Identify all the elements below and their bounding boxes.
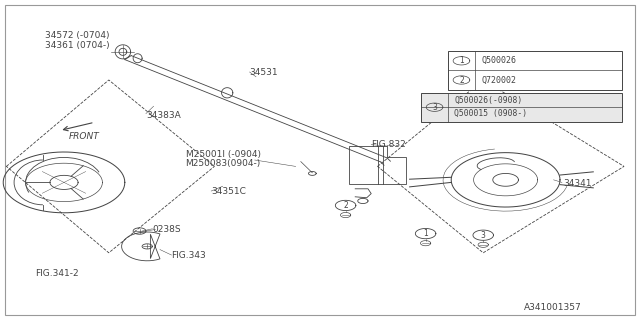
Text: 1: 1 <box>459 56 464 65</box>
Text: 34351C: 34351C <box>211 188 246 196</box>
Text: 3: 3 <box>432 103 437 112</box>
Text: 3: 3 <box>481 231 486 240</box>
Text: 34531: 34531 <box>250 68 278 77</box>
Text: Q500015 (0908-): Q500015 (0908-) <box>454 109 527 118</box>
Text: Q500026: Q500026 <box>481 56 516 65</box>
FancyBboxPatch shape <box>421 93 622 122</box>
Text: 1: 1 <box>423 229 428 238</box>
FancyBboxPatch shape <box>448 51 622 90</box>
Text: 2: 2 <box>459 76 464 84</box>
Text: 34572 (-0704): 34572 (-0704) <box>45 31 109 40</box>
Text: 34361 (0704-): 34361 (0704-) <box>45 41 109 50</box>
Text: FRONT: FRONT <box>69 132 100 140</box>
Text: 2: 2 <box>343 201 348 210</box>
Text: FIG.343: FIG.343 <box>172 252 206 260</box>
Text: 0238S: 0238S <box>152 225 181 234</box>
Text: FIG.341-2: FIG.341-2 <box>35 269 79 278</box>
Text: 34383A: 34383A <box>146 111 180 120</box>
Text: M250083(0904-): M250083(0904-) <box>186 159 261 168</box>
Text: M25001I (-0904): M25001I (-0904) <box>186 150 260 159</box>
Text: Q500026(-0908): Q500026(-0908) <box>454 96 523 105</box>
Text: A341001357: A341001357 <box>524 303 581 312</box>
Text: FIG.832: FIG.832 <box>371 140 406 149</box>
Text: Q720002: Q720002 <box>481 76 516 84</box>
Text: 34341: 34341 <box>563 179 592 188</box>
